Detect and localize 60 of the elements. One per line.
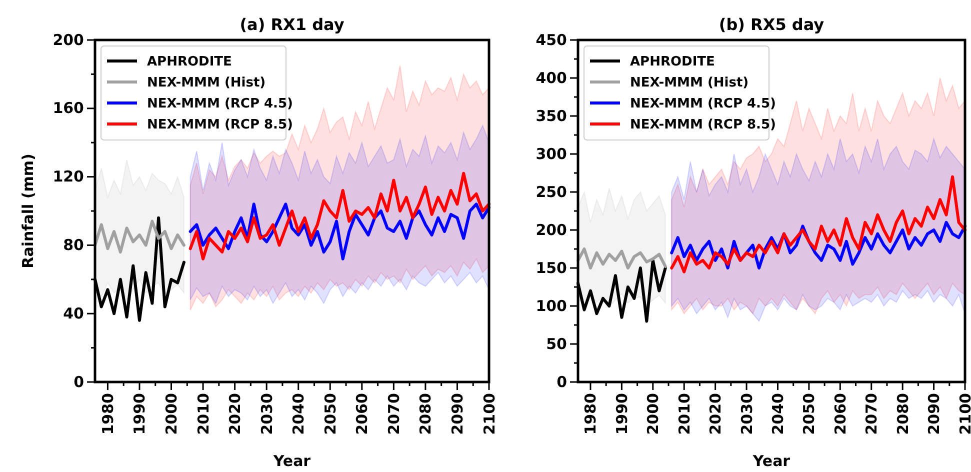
y-tick-label: 0 xyxy=(556,372,567,391)
x-tick-label: 2020 xyxy=(226,393,244,435)
x-tick-label: 2090 xyxy=(925,393,944,435)
x-tick-label: 2070 xyxy=(862,393,881,435)
y-tick-label: 200 xyxy=(52,30,84,49)
x-tick-label: 2010 xyxy=(675,393,694,435)
y-tick-label: 120 xyxy=(52,168,84,186)
y-tick-label: 80 xyxy=(63,236,84,254)
line-series xyxy=(670,175,966,274)
y-tick-label: 400 xyxy=(536,68,567,87)
x-tick-label: 1980 xyxy=(582,393,600,435)
x-tick-label: 1990 xyxy=(130,393,149,435)
x-tick-label: 2000 xyxy=(162,393,181,435)
x-axis-title: Year xyxy=(272,452,312,470)
x-tick-label: 2100 xyxy=(956,393,971,435)
y-tick-label: 40 xyxy=(63,304,84,322)
line-series xyxy=(188,172,490,260)
legend-label: NEX-MMM (RCP 4.5) xyxy=(147,96,293,112)
y-tick-label: 50 xyxy=(546,334,567,353)
x-tick-label: 2060 xyxy=(353,393,372,435)
legend-label: NEX-MMM (RCP 8.5) xyxy=(147,118,293,133)
y-tick-label: 250 xyxy=(536,182,567,201)
x-tick-label: 2000 xyxy=(644,393,662,435)
x-tick-label: 2030 xyxy=(258,393,276,435)
line-series xyxy=(94,220,186,254)
x-tick-label: 2050 xyxy=(800,393,818,435)
y-tick-label: 450 xyxy=(536,30,567,49)
y-tick-label: 350 xyxy=(536,106,567,125)
legend-label: NEX-MMM (RCP 8.5) xyxy=(630,118,776,133)
x-tick-label: 2040 xyxy=(768,393,787,435)
legend-label: NEX-MMM (RCP 4.5) xyxy=(630,96,776,112)
line-series xyxy=(576,248,667,270)
x-tick-label: 2010 xyxy=(194,393,212,435)
x-tick-label: 2050 xyxy=(321,393,340,435)
x-tick-label: 2080 xyxy=(894,393,912,435)
legend-label: APHRODITE xyxy=(630,54,715,70)
chart-title: (a) RX1 day xyxy=(240,15,345,34)
x-tick-label: 2020 xyxy=(706,393,725,435)
y-tick-label: 150 xyxy=(536,258,567,277)
chart-title: (b) RX5 day xyxy=(718,15,825,34)
x-tick-label: 2040 xyxy=(290,393,308,435)
legend-label: NEX-MMM (Hist) xyxy=(630,76,749,91)
y-tick-label: 160 xyxy=(52,99,84,118)
x-tick-label: 2070 xyxy=(384,393,403,435)
x-tick-label: 2100 xyxy=(480,393,498,435)
x-tick-label: 2090 xyxy=(448,393,466,435)
y-tick-label: 200 xyxy=(536,220,567,239)
y-tick-label: 0 xyxy=(74,372,84,391)
line-series xyxy=(188,202,490,260)
x-tick-label: 2080 xyxy=(416,393,435,435)
x-axis-title: Year xyxy=(752,452,791,470)
y-tick-label: 100 xyxy=(536,296,567,315)
x-tick-label: 1990 xyxy=(612,393,631,435)
x-tick-label: 2030 xyxy=(738,393,756,435)
legend-label: APHRODITE xyxy=(147,54,232,70)
x-tick-label: 2060 xyxy=(831,393,850,435)
x-tick-label: 1980 xyxy=(98,393,117,435)
legend-label: NEX-MMM (Hist) xyxy=(147,76,266,91)
y-tick-label: 300 xyxy=(536,144,567,163)
y-axis-title: Rainfall (mm) xyxy=(19,154,37,268)
